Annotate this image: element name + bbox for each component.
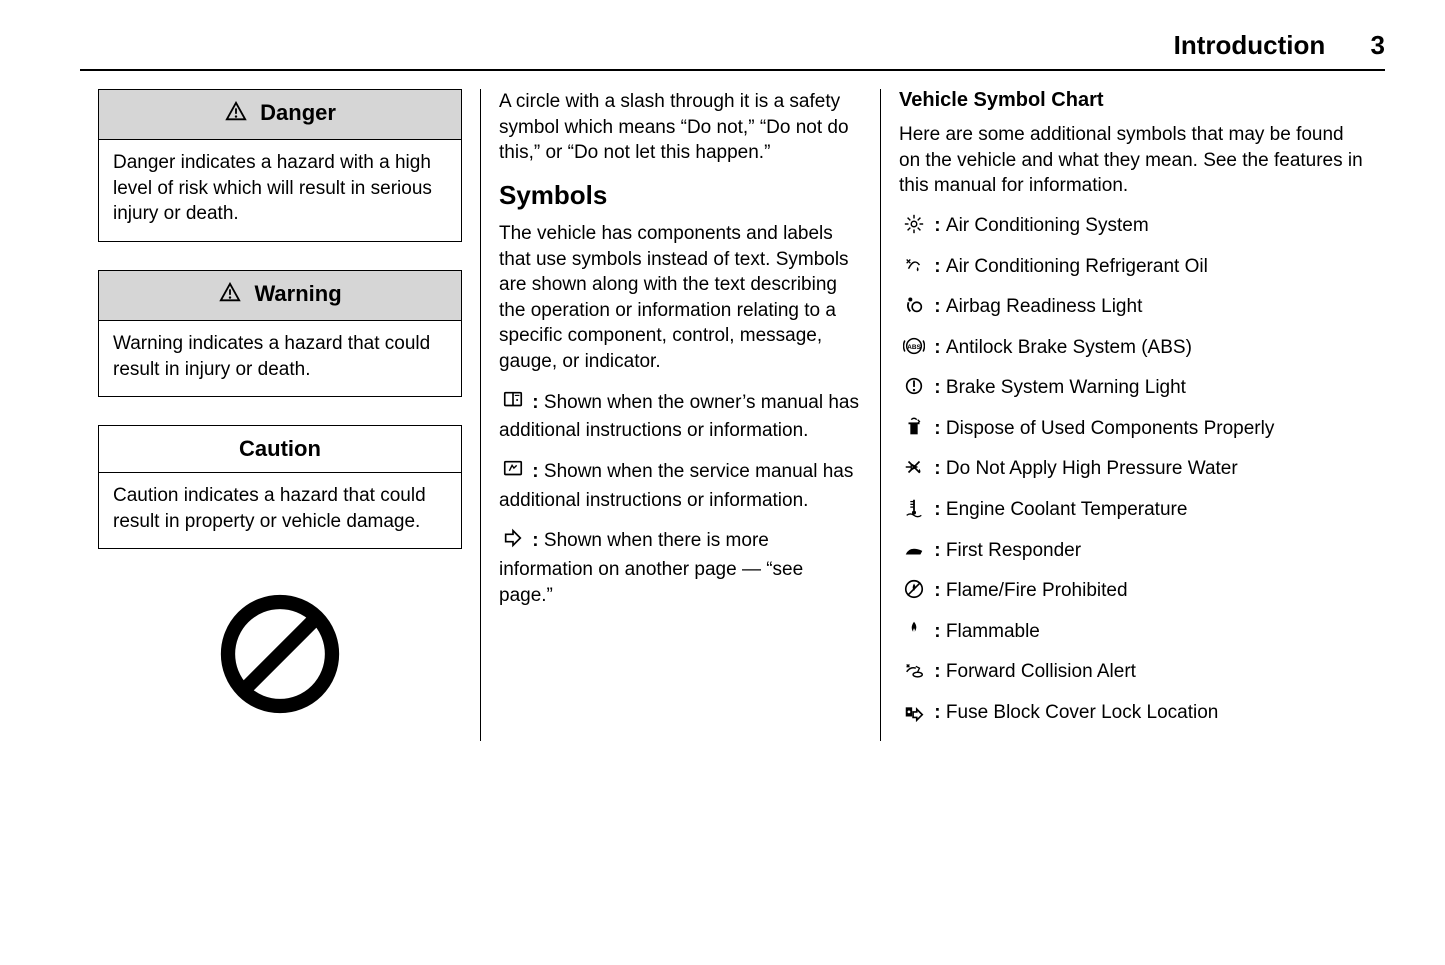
chart-row-text: Brake System Warning Light xyxy=(946,377,1186,398)
chart-row-text: First Responder xyxy=(946,540,1081,561)
flame-icon xyxy=(899,619,929,650)
danger-box: Danger Danger indicates a hazard with a … xyxy=(98,89,462,242)
chart-row: : Flame/Fire Prohibited xyxy=(899,578,1367,609)
service-icon xyxy=(499,458,527,488)
chart-title: Vehicle Symbol Chart xyxy=(899,89,1367,112)
colon: : xyxy=(929,458,946,479)
chart-row-text: Flammable xyxy=(946,621,1040,642)
arrow-icon xyxy=(499,527,527,557)
symbol-item: : Shown when the service manual has addi… xyxy=(499,458,862,513)
section-title: Introduction xyxy=(1174,30,1326,60)
colon: : xyxy=(929,621,946,642)
chart-row-text: Airbag Readiness Light xyxy=(946,296,1142,317)
chart-row: : Dispose of Used Components Properly xyxy=(899,416,1367,447)
colon: : xyxy=(929,377,946,398)
column-2: A circle with a slash through it is a sa… xyxy=(480,89,880,741)
ac-oil-icon xyxy=(899,254,929,285)
danger-heading: Danger xyxy=(99,90,461,140)
danger-body: Danger indicates a hazard with a high le… xyxy=(99,140,461,241)
colon: : xyxy=(929,580,946,601)
symbol-item-text: Shown when there is more information on … xyxy=(499,530,803,605)
page-header: Introduction 3 xyxy=(80,30,1385,71)
chart-row-text: Flame/Fire Prohibited xyxy=(946,580,1128,601)
chart-row-text: Air Conditioning Refrigerant Oil xyxy=(946,256,1208,277)
colon: : xyxy=(929,337,946,358)
colon: : xyxy=(929,702,946,723)
chart-row: : First Responder xyxy=(899,538,1367,569)
chart-intro: Here are some additional symbols that ma… xyxy=(899,122,1367,199)
brake-icon xyxy=(899,375,929,406)
warning-triangle-icon xyxy=(224,101,248,129)
colon: : xyxy=(929,296,946,317)
caution-box: Caution Caution indicates a hazard that … xyxy=(98,425,462,549)
symbols-heading: Symbols xyxy=(499,180,862,211)
warning-body: Warning indicates a hazard that could re… xyxy=(99,321,461,396)
symbol-items-list: : Shown when the owner’s manual has addi… xyxy=(499,389,862,608)
colon: : xyxy=(929,661,946,682)
chart-row: : Airbag Readiness Light xyxy=(899,294,1367,325)
responder-icon xyxy=(899,538,929,569)
caution-body: Caution indicates a hazard that could re… xyxy=(99,473,461,548)
caution-heading: Caution xyxy=(99,426,461,473)
chart-row: : Engine Coolant Temperature xyxy=(899,497,1367,528)
warning-title: Warning xyxy=(254,281,341,306)
colon: : xyxy=(527,461,544,482)
column-3: Vehicle Symbol Chart Here are some addit… xyxy=(880,89,1385,741)
colon: : xyxy=(929,215,946,236)
chart-row-text: Air Conditioning System xyxy=(946,215,1149,236)
content-columns: Danger Danger indicates a hazard with a … xyxy=(80,89,1385,741)
prohibit-description: A circle with a slash through it is a sa… xyxy=(499,89,862,166)
symbol-item: : Shown when the owner’s manual has addi… xyxy=(499,389,862,444)
coolant-icon xyxy=(899,497,929,528)
colon: : xyxy=(929,540,946,561)
colon: : xyxy=(527,392,544,413)
chart-row: : Antilock Brake System (ABS) xyxy=(899,335,1367,366)
chart-row-text: Forward Collision Alert xyxy=(946,661,1136,682)
colon: : xyxy=(929,418,946,439)
symbol-item-text: Shown when the service manual has additi… xyxy=(499,461,853,511)
prohibit-symbol xyxy=(98,589,462,725)
colon: : xyxy=(929,256,946,277)
abs-icon xyxy=(899,335,929,366)
colon: : xyxy=(929,499,946,520)
chart-row: : Forward Collision Alert xyxy=(899,659,1367,690)
symbols-intro: The vehicle has components and labels th… xyxy=(499,221,862,375)
chart-row-text: Antilock Brake System (ABS) xyxy=(946,337,1192,358)
chart-row: : Flammable xyxy=(899,619,1367,650)
chart-row-text: Dispose of Used Components Properly xyxy=(946,418,1274,439)
prohibit-icon xyxy=(215,589,345,719)
book-icon xyxy=(499,389,527,419)
chart-row-text: Engine Coolant Temperature xyxy=(946,499,1188,520)
fuse-icon xyxy=(899,700,929,731)
page-number: 3 xyxy=(1371,30,1385,60)
fca-icon xyxy=(899,659,929,690)
airbag-icon xyxy=(899,294,929,325)
warning-triangle-icon xyxy=(218,282,242,310)
chart-row: : Brake System Warning Light xyxy=(899,375,1367,406)
ac-icon xyxy=(899,213,929,244)
warning-box: Warning Warning indicates a hazard that … xyxy=(98,270,462,397)
chart-row: : Fuse Block Cover Lock Location xyxy=(899,700,1367,731)
warning-heading: Warning xyxy=(99,271,461,321)
symbol-item: : Shown when there is more information o… xyxy=(499,527,862,608)
column-1: Danger Danger indicates a hazard with a … xyxy=(80,89,480,741)
dispose-icon xyxy=(899,416,929,447)
chart-row: : Air Conditioning System xyxy=(899,213,1367,244)
chart-rows-list: : Air Conditioning System : Air Conditio… xyxy=(899,213,1367,731)
symbol-item-text: Shown when the owner’s manual has additi… xyxy=(499,392,859,442)
nofire-icon xyxy=(899,578,929,609)
danger-title: Danger xyxy=(260,100,336,125)
caution-title: Caution xyxy=(239,436,321,461)
chart-row-text: Fuse Block Cover Lock Location xyxy=(946,702,1218,723)
colon: : xyxy=(527,530,544,551)
chart-row: : Air Conditioning Refrigerant Oil xyxy=(899,254,1367,285)
chart-row: : Do Not Apply High Pressure Water xyxy=(899,456,1367,487)
chart-row-text: Do Not Apply High Pressure Water xyxy=(946,458,1238,479)
nowater-icon xyxy=(899,456,929,487)
